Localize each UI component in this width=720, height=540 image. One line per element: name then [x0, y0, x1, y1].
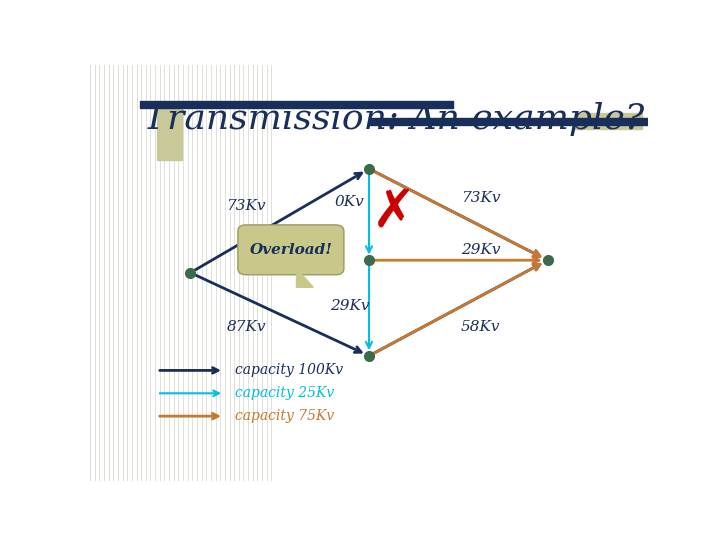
Bar [140, 101, 453, 109]
Polygon shape [297, 268, 313, 287]
Text: Overload!: Overload! [249, 243, 333, 257]
Bar [369, 118, 648, 125]
Bar [157, 102, 182, 160]
Text: 29Kv: 29Kv [461, 243, 500, 257]
Text: 73Kv: 73Kv [227, 199, 266, 213]
Text: 29Kv: 29Kv [330, 299, 369, 313]
Text: 87Kv: 87Kv [227, 320, 266, 334]
Text: 0Kv: 0Kv [335, 195, 364, 209]
Text: 73Kv: 73Kv [461, 191, 500, 205]
Text: Transmission: An example?: Transmission: An example? [143, 102, 644, 136]
Text: ✗: ✗ [372, 186, 416, 238]
Text: capacity 25Kv: capacity 25Kv [235, 386, 334, 400]
Text: capacity 100Kv: capacity 100Kv [235, 363, 343, 377]
Text: capacity 75Kv: capacity 75Kv [235, 409, 334, 423]
Text: 58Kv: 58Kv [461, 320, 500, 334]
Bar [575, 113, 642, 129]
FancyBboxPatch shape [238, 225, 344, 275]
